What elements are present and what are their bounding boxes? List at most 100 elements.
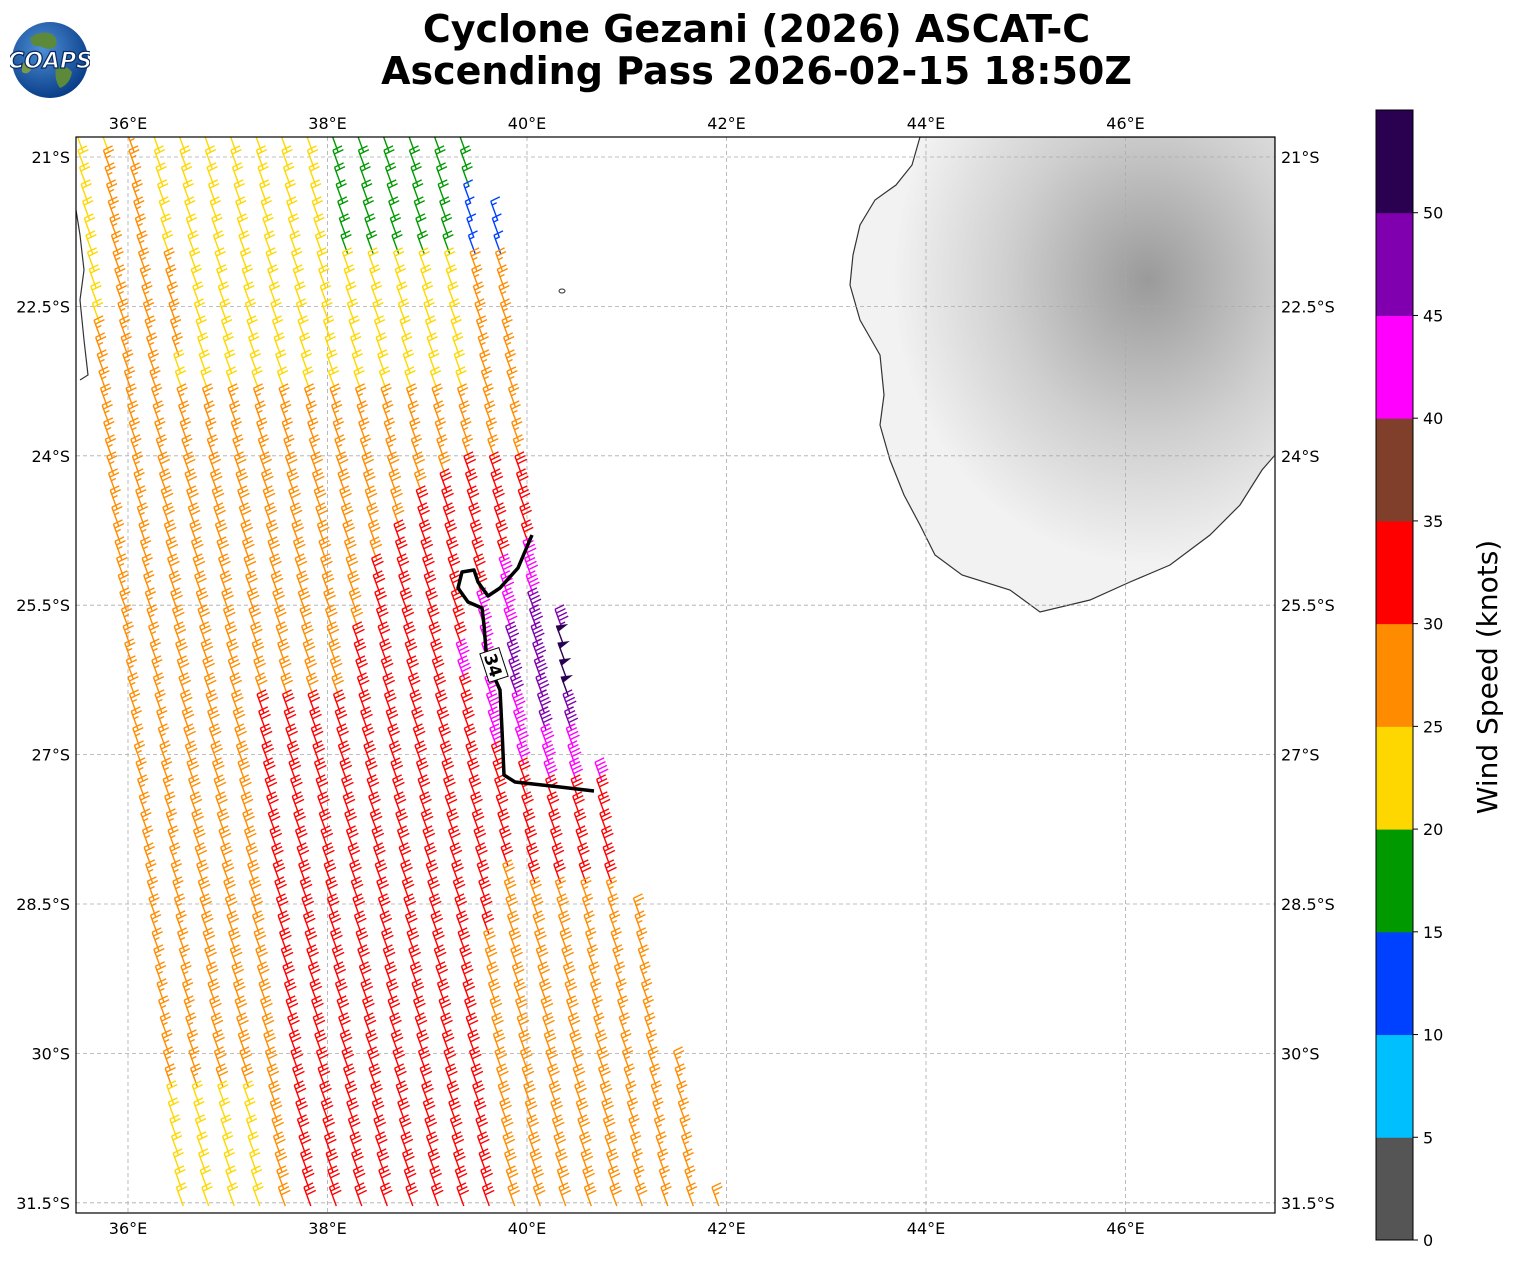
- lon-tick-bottom: 46°E: [1106, 1219, 1144, 1238]
- wind-barb: [468, 774, 482, 799]
- lat-tick-left: 22.5°S: [16, 297, 70, 316]
- wind-barb: [347, 1114, 361, 1139]
- wind-barb: [473, 1097, 487, 1122]
- colorbar-bin: [1376, 212, 1413, 316]
- lon-tick-bottom: 40°E: [508, 1219, 546, 1238]
- wind-barb: [645, 1029, 658, 1054]
- wind-barb: [532, 1182, 546, 1207]
- wind-barb: [292, 536, 306, 561]
- wind-barb: [247, 859, 260, 884]
- lat-tick-left: 31.5°S: [16, 1194, 70, 1213]
- lat-tick-right: 28.5°S: [1281, 895, 1335, 914]
- wind-barb: [236, 1012, 249, 1037]
- wind-barb: [505, 621, 520, 646]
- lat-tick-right: 22.5°S: [1281, 297, 1335, 316]
- map-frame: [75, 136, 1276, 1214]
- lat-tick-right: 21°S: [1281, 148, 1320, 167]
- wind-barb: [711, 1182, 723, 1207]
- lat-tick-left: 25.5°S: [16, 596, 70, 615]
- wind-barb: [263, 1029, 276, 1054]
- colorbar-bin: [1376, 315, 1413, 419]
- wind-barb: [489, 995, 503, 1020]
- wind-barb: [388, 740, 402, 765]
- wind-barb: [266, 791, 279, 816]
- lat-tick-left: 28.5°S: [16, 895, 70, 914]
- wind-barb: [634, 1182, 648, 1207]
- wind-barb: [430, 1182, 444, 1207]
- wind-barb: [407, 672, 421, 697]
- wind-barb: [572, 791, 585, 816]
- wind-barb: [208, 451, 222, 476]
- wind-barb: [530, 893, 544, 918]
- wind-barb: [485, 689, 501, 714]
- lat-tick-left: 27°S: [31, 746, 70, 765]
- contour-34kt: [456, 534, 595, 793]
- wind-barb: [557, 640, 570, 663]
- colorbar-bin: [1376, 418, 1413, 522]
- lon-tick-bottom: 38°E: [308, 1219, 346, 1238]
- wind-barb: [440, 1012, 453, 1037]
- wind-barb: [629, 1131, 642, 1156]
- lat-tick-left: 24°S: [31, 447, 70, 466]
- wind-barb: [175, 1182, 188, 1207]
- lon-tick-top: 38°E: [308, 114, 346, 133]
- lon-tick-top: 40°E: [508, 114, 546, 133]
- wind-barb: [346, 1097, 359, 1122]
- wind-barb: [207, 706, 220, 731]
- lat-tick-right: 25.5°S: [1281, 596, 1335, 615]
- lon-tick-bottom: 36°E: [109, 1219, 147, 1238]
- wind-barb: [456, 1182, 470, 1207]
- colorbar-tick: 25: [1423, 717, 1443, 736]
- wind-barb: [297, 587, 311, 612]
- wind-barb: [136, 230, 148, 255]
- lat-tick-right: 24°S: [1281, 447, 1320, 466]
- wind-barb: [288, 1029, 302, 1054]
- lon-tick-bottom: 42°E: [707, 1219, 745, 1238]
- colorbar-bin: [1376, 623, 1413, 727]
- wind-barb: [395, 808, 408, 833]
- wind-barb: [301, 1165, 315, 1190]
- wind-barb: [452, 604, 466, 629]
- wind-barb: [171, 332, 183, 357]
- wind-barb: [554, 876, 567, 901]
- colorbar: 0 5 10 15 20 25 30 35 40 45 50: [1375, 109, 1443, 1250]
- wind-barb: [168, 298, 180, 323]
- colorbar-tick: 5: [1423, 1128, 1433, 1147]
- wind-barb: [578, 859, 592, 884]
- colorbar-tick: 0: [1423, 1231, 1433, 1250]
- coaps-logo: COAPS: [10, 22, 90, 98]
- wind-barb: [557, 910, 571, 935]
- wind-barb: [485, 417, 497, 442]
- colorbar-bin: [1376, 829, 1413, 933]
- wind-barb: [303, 1182, 317, 1207]
- lon-tick-top: 36°E: [109, 114, 147, 133]
- colorbar-tick: 35: [1423, 512, 1443, 531]
- wind-barb: [232, 978, 246, 1003]
- wind-barb: [208, 723, 222, 748]
- madagascar-landmass: [849, 137, 1275, 613]
- wind-barb: [201, 1182, 213, 1207]
- wind-barb: [604, 859, 617, 884]
- wind-barb: [368, 791, 381, 816]
- wind-barb: [412, 723, 426, 748]
- wind-barb: [497, 1080, 511, 1105]
- wind-barb: [543, 757, 558, 782]
- wind-barb: [515, 468, 529, 493]
- wind-barb: [328, 1182, 342, 1207]
- wind-barb: [660, 1182, 672, 1207]
- wind-barb: [379, 1182, 393, 1207]
- wind-barb: [143, 570, 155, 595]
- colorbar-tick: 30: [1423, 615, 1443, 634]
- wind-barb: [318, 536, 332, 561]
- gridlines: [76, 137, 1275, 1213]
- colorbar-tick: 15: [1423, 923, 1443, 942]
- wind-barb: [472, 281, 485, 306]
- wind-barb: [277, 910, 291, 935]
- wind-barb: [597, 791, 611, 816]
- wind-barb: [392, 1046, 406, 1071]
- wind-barb: [572, 1063, 586, 1088]
- lon-tick-top: 42°E: [707, 114, 745, 133]
- wind-barb: [251, 638, 265, 663]
- wind-barb: [252, 1182, 264, 1207]
